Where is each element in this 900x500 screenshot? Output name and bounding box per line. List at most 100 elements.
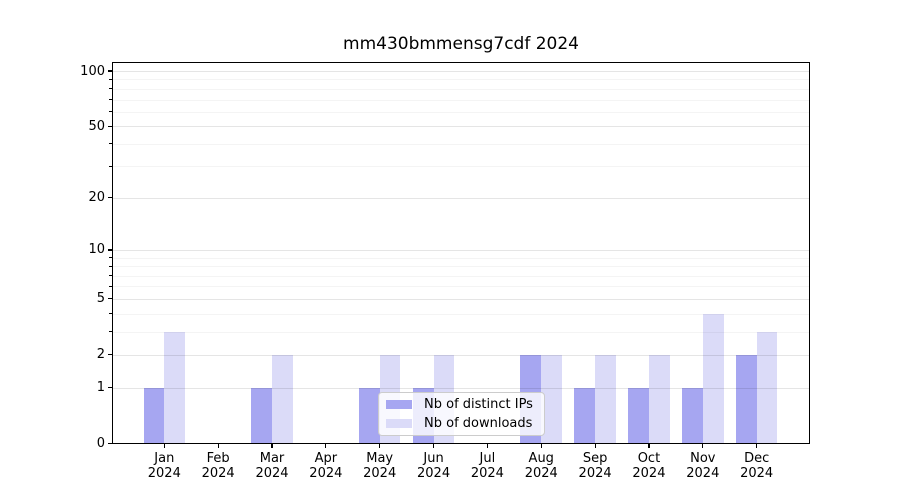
x-tick-month: May xyxy=(366,450,394,466)
x-tick-month: Sep xyxy=(582,450,608,466)
legend-label-downloads: Nb of downloads xyxy=(424,416,533,431)
y-tick-label-1: 1 xyxy=(96,380,105,396)
y-tick-label-2: 2 xyxy=(96,347,105,363)
gridline-minor-40 xyxy=(112,143,810,145)
y-tick-label-20: 20 xyxy=(88,190,105,206)
gridline-minor-90 xyxy=(112,79,810,81)
y-tick-label-0: 0 xyxy=(96,436,105,451)
x-tick-label-may-2024: May 2024 xyxy=(348,451,412,482)
x-tick-year: 2024 xyxy=(524,466,558,481)
gridline-major-100 xyxy=(112,71,810,73)
y-tick-label-5: 5 xyxy=(96,291,105,307)
x-tick-label-feb-2024: Feb 2024 xyxy=(186,451,250,482)
x-tick-label-apr-2024: Apr 2024 xyxy=(294,451,358,482)
gridline-minor-7 xyxy=(112,275,810,277)
x-tick-month: Jul xyxy=(479,450,496,466)
x-tick-year: 2024 xyxy=(740,466,774,481)
legend-swatch-distinct-ips xyxy=(386,400,412,409)
x-tick-month: Mar xyxy=(259,450,285,466)
x-tick-oct-2024 xyxy=(648,443,650,448)
y-tick-50 xyxy=(107,125,112,127)
x-tick-jan-2024 xyxy=(163,443,165,448)
y-minor-tick-3 xyxy=(109,331,112,333)
x-tick-sep-2024 xyxy=(594,443,596,448)
gridline-major-20 xyxy=(112,197,810,199)
gridline-major-10 xyxy=(112,249,810,252)
y-tick-label-10: 10 xyxy=(88,242,105,258)
x-tick-month: Oct xyxy=(637,450,661,466)
y-minor-tick-40 xyxy=(109,143,112,145)
gridline-major-50 xyxy=(112,126,810,128)
plot-area: Nb of distinct IPs Nb of downloads xyxy=(112,62,810,444)
bar-downloads-mar-2024 xyxy=(272,354,293,444)
bar-distinct-ips-dec-2024 xyxy=(735,354,757,444)
gridline-minor-9 xyxy=(112,257,810,259)
y-tick-10 xyxy=(107,249,112,251)
y-minor-tick-4 xyxy=(109,313,112,315)
x-tick-month: Jun xyxy=(423,450,444,466)
bar-distinct-ips-jan-2024 xyxy=(143,387,165,444)
x-tick-year: 2024 xyxy=(201,466,235,481)
y-tick-1 xyxy=(107,386,112,389)
legend-entry-distinct-ips: Nb of distinct IPs xyxy=(386,397,537,413)
x-tick-year: 2024 xyxy=(417,466,451,481)
y-minor-tick-8 xyxy=(109,265,112,267)
bar-distinct-ips-sep-2024 xyxy=(574,387,596,444)
x-tick-year: 2024 xyxy=(363,466,397,481)
bar-downloads-nov-2024 xyxy=(702,313,724,444)
x-tick-jun-2024 xyxy=(432,443,435,448)
y-tick-2 xyxy=(107,354,112,356)
bar-downloads-aug-2024 xyxy=(541,354,563,444)
x-tick-label-dec-2024: Dec 2024 xyxy=(725,451,789,482)
x-tick-aug-2024 xyxy=(540,443,542,448)
y-tick-100 xyxy=(107,70,112,72)
bar-downloads-jan-2024 xyxy=(164,331,186,444)
y-minor-tick-70 xyxy=(109,99,112,100)
y-minor-tick-60 xyxy=(109,111,112,113)
bar-distinct-ips-oct-2024 xyxy=(628,387,649,444)
bar-downloads-sep-2024 xyxy=(595,354,616,444)
y-tick-label-100: 100 xyxy=(80,63,105,79)
x-tick-month: Aug xyxy=(528,450,554,466)
y-tick-label-50: 50 xyxy=(88,118,105,134)
y-minor-tick-80 xyxy=(109,88,112,90)
y-minor-tick-90 xyxy=(109,78,112,80)
x-tick-mar-2024 xyxy=(271,443,273,448)
bar-distinct-ips-may-2024 xyxy=(358,387,380,444)
x-tick-year: 2024 xyxy=(470,466,504,481)
gridline-minor-80 xyxy=(112,88,810,90)
y-tick-5 xyxy=(107,298,112,300)
x-tick-month: Feb xyxy=(206,450,230,466)
y-minor-tick-6 xyxy=(109,285,112,287)
x-tick-label-jun-2024: Jun 2024 xyxy=(402,451,466,482)
legend-label-distinct-ips: Nb of distinct IPs xyxy=(424,397,533,412)
legend-swatch-downloads xyxy=(386,419,412,428)
x-tick-month: Nov xyxy=(690,450,716,466)
bar-downloads-oct-2024 xyxy=(648,354,670,444)
x-tick-year: 2024 xyxy=(686,466,720,481)
legend: Nb of distinct IPs Nb of downloads xyxy=(378,392,545,436)
gridline-minor-30 xyxy=(112,166,810,168)
x-tick-label-oct-2024: Oct 2024 xyxy=(617,451,681,482)
gridline-minor-60 xyxy=(112,111,810,113)
x-tick-nov-2024 xyxy=(702,443,704,448)
legend-entry-downloads: Nb of downloads xyxy=(386,416,537,432)
bar-downloads-dec-2024 xyxy=(756,331,778,444)
gridline-minor-8 xyxy=(112,266,810,268)
y-minor-tick-9 xyxy=(109,257,112,259)
x-tick-label-mar-2024: Mar 2024 xyxy=(240,451,304,482)
x-tick-feb-2024 xyxy=(217,443,219,448)
x-tick-month: Jan xyxy=(154,450,175,466)
y-minor-tick-7 xyxy=(109,275,112,277)
y-tick-20 xyxy=(107,197,112,199)
bar-distinct-ips-mar-2024 xyxy=(251,387,272,444)
x-tick-year: 2024 xyxy=(147,466,181,481)
x-tick-label-jul-2024: Jul 2024 xyxy=(455,451,519,482)
gridline-minor-70 xyxy=(112,99,810,101)
x-tick-year: 2024 xyxy=(309,466,343,481)
x-tick-year: 2024 xyxy=(632,466,666,481)
x-tick-year: 2024 xyxy=(578,466,612,481)
x-tick-label-aug-2024: Aug 2024 xyxy=(509,451,573,482)
x-tick-year: 2024 xyxy=(255,466,289,481)
